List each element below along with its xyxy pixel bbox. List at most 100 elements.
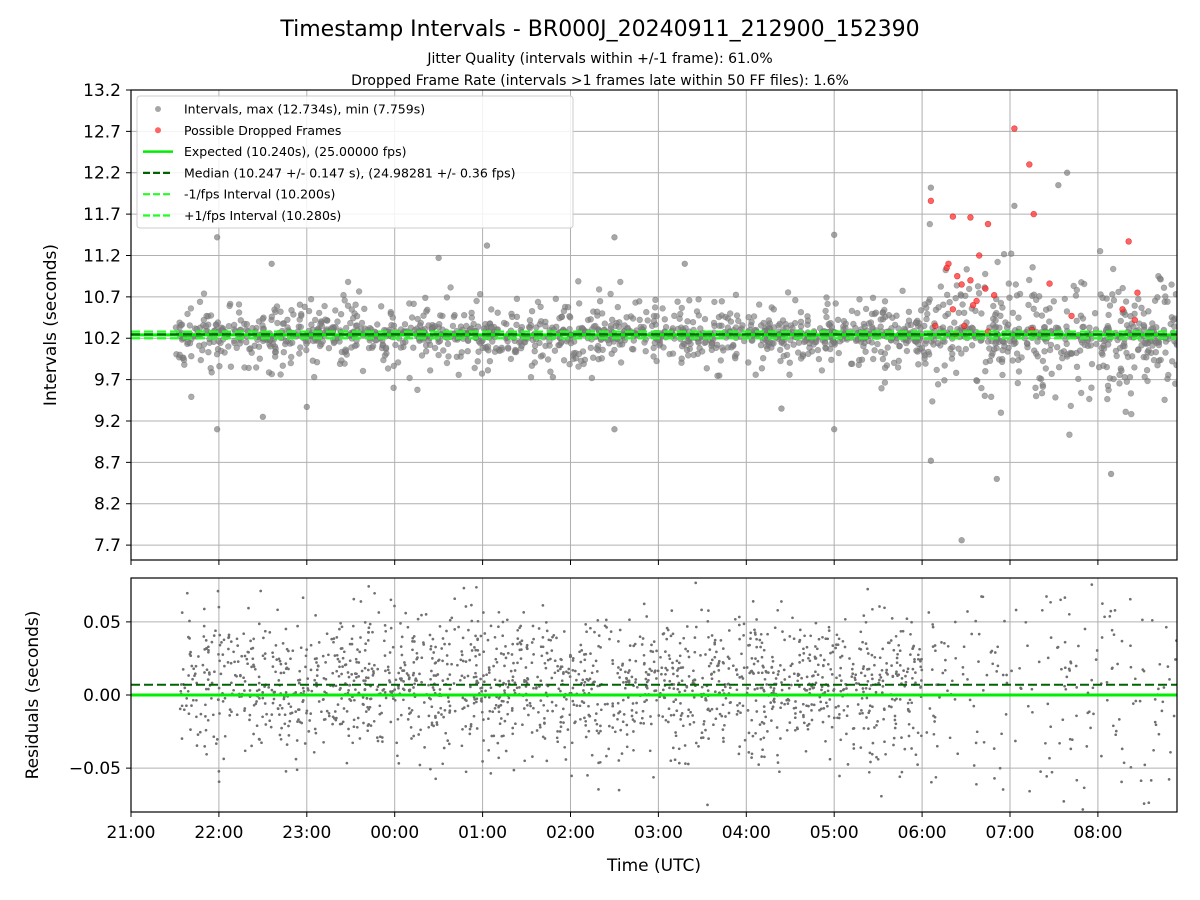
residual-point [410, 737, 413, 740]
residual-point [799, 710, 802, 714]
residual-point [357, 661, 361, 664]
residual-point [1010, 669, 1013, 673]
residual-point [506, 685, 510, 689]
residual-point [843, 645, 847, 649]
residual-point [270, 688, 274, 692]
residual-point [606, 702, 609, 706]
interval-point [325, 345, 333, 352]
residual-point [472, 695, 476, 699]
residual-point [777, 670, 780, 673]
interval-point [353, 313, 361, 320]
residual-point [493, 635, 497, 639]
legend-entry: -1/fps Interval (10.200s) [184, 187, 335, 202]
interval-point [1116, 380, 1123, 387]
residual-point [513, 669, 517, 672]
interval-point [1096, 248, 1104, 255]
residual-point [355, 676, 358, 679]
residual-point [887, 704, 891, 708]
residual-point [456, 663, 459, 667]
residual-point [180, 737, 184, 740]
residual-point [803, 634, 806, 638]
residual-point [832, 716, 836, 720]
interval-point [255, 343, 263, 350]
interval-point [566, 313, 573, 320]
residual-point [202, 635, 206, 638]
residual-point [792, 672, 796, 676]
interval-point [227, 363, 235, 370]
interval-point [949, 344, 956, 351]
residual-point [596, 703, 599, 706]
interval-point [929, 398, 936, 405]
residual-point [561, 707, 565, 711]
interval-point [805, 350, 812, 358]
interval-point [614, 303, 621, 311]
residual-point [616, 671, 620, 675]
interval-point [449, 322, 457, 330]
residual-point [930, 668, 934, 671]
residual-point [510, 706, 514, 710]
residual-point [251, 646, 255, 650]
interval-point [800, 338, 808, 346]
residual-point [399, 622, 402, 625]
residual-point [336, 657, 340, 661]
residual-point [545, 759, 549, 763]
interval-point [1011, 202, 1018, 210]
interval-point [927, 457, 935, 464]
interval-point [644, 317, 651, 324]
interval-point [1052, 324, 1060, 331]
residual-point [897, 673, 901, 677]
residual-point [761, 748, 764, 752]
residual-point [710, 707, 714, 711]
residual-point [443, 708, 447, 712]
residual-point [686, 649, 690, 653]
interval-point [684, 318, 691, 325]
residual-point [406, 625, 410, 629]
residual-point [313, 678, 317, 682]
residual-point [352, 725, 356, 729]
interval-point [975, 290, 983, 297]
residual-point [252, 665, 256, 668]
interval-point [1076, 347, 1084, 354]
residual-point [741, 677, 745, 680]
interval-point [776, 346, 784, 354]
residual-point [208, 673, 211, 676]
residual-point [354, 688, 357, 691]
residual-point [597, 644, 600, 648]
residual-point [409, 711, 412, 714]
residual-point [482, 680, 486, 684]
residual-point [305, 648, 309, 651]
interval-point [504, 344, 512, 351]
residual-point [685, 685, 689, 689]
residual-point [721, 728, 725, 731]
residual-point [291, 649, 295, 653]
residual-point [840, 654, 844, 658]
residual-point [1018, 666, 1021, 670]
interval-point [840, 317, 848, 325]
interval-point [1063, 351, 1071, 358]
residual-point [713, 690, 717, 694]
residual-point [591, 664, 595, 668]
interval-point [943, 291, 951, 298]
residual-point [839, 689, 843, 693]
residual-point [287, 734, 291, 737]
residual-point [609, 630, 613, 633]
residual-point [475, 727, 479, 730]
residual-point [530, 661, 534, 665]
residual-point [856, 703, 860, 706]
interval-point [445, 353, 452, 360]
residual-point [780, 701, 783, 705]
interval-point [245, 364, 252, 372]
residual-point [989, 814, 992, 817]
residual-point [759, 737, 763, 741]
residual-point [832, 687, 836, 691]
top-y-tick-label: 12.7 [83, 122, 121, 142]
residual-point [1089, 726, 1092, 730]
residual-point [400, 653, 404, 657]
residual-point [363, 621, 367, 624]
residual-point [567, 671, 570, 675]
residual-point [792, 637, 796, 641]
residual-point [367, 723, 371, 726]
residual-point [675, 659, 679, 663]
residual-point [258, 738, 261, 741]
residual-point [869, 760, 872, 764]
